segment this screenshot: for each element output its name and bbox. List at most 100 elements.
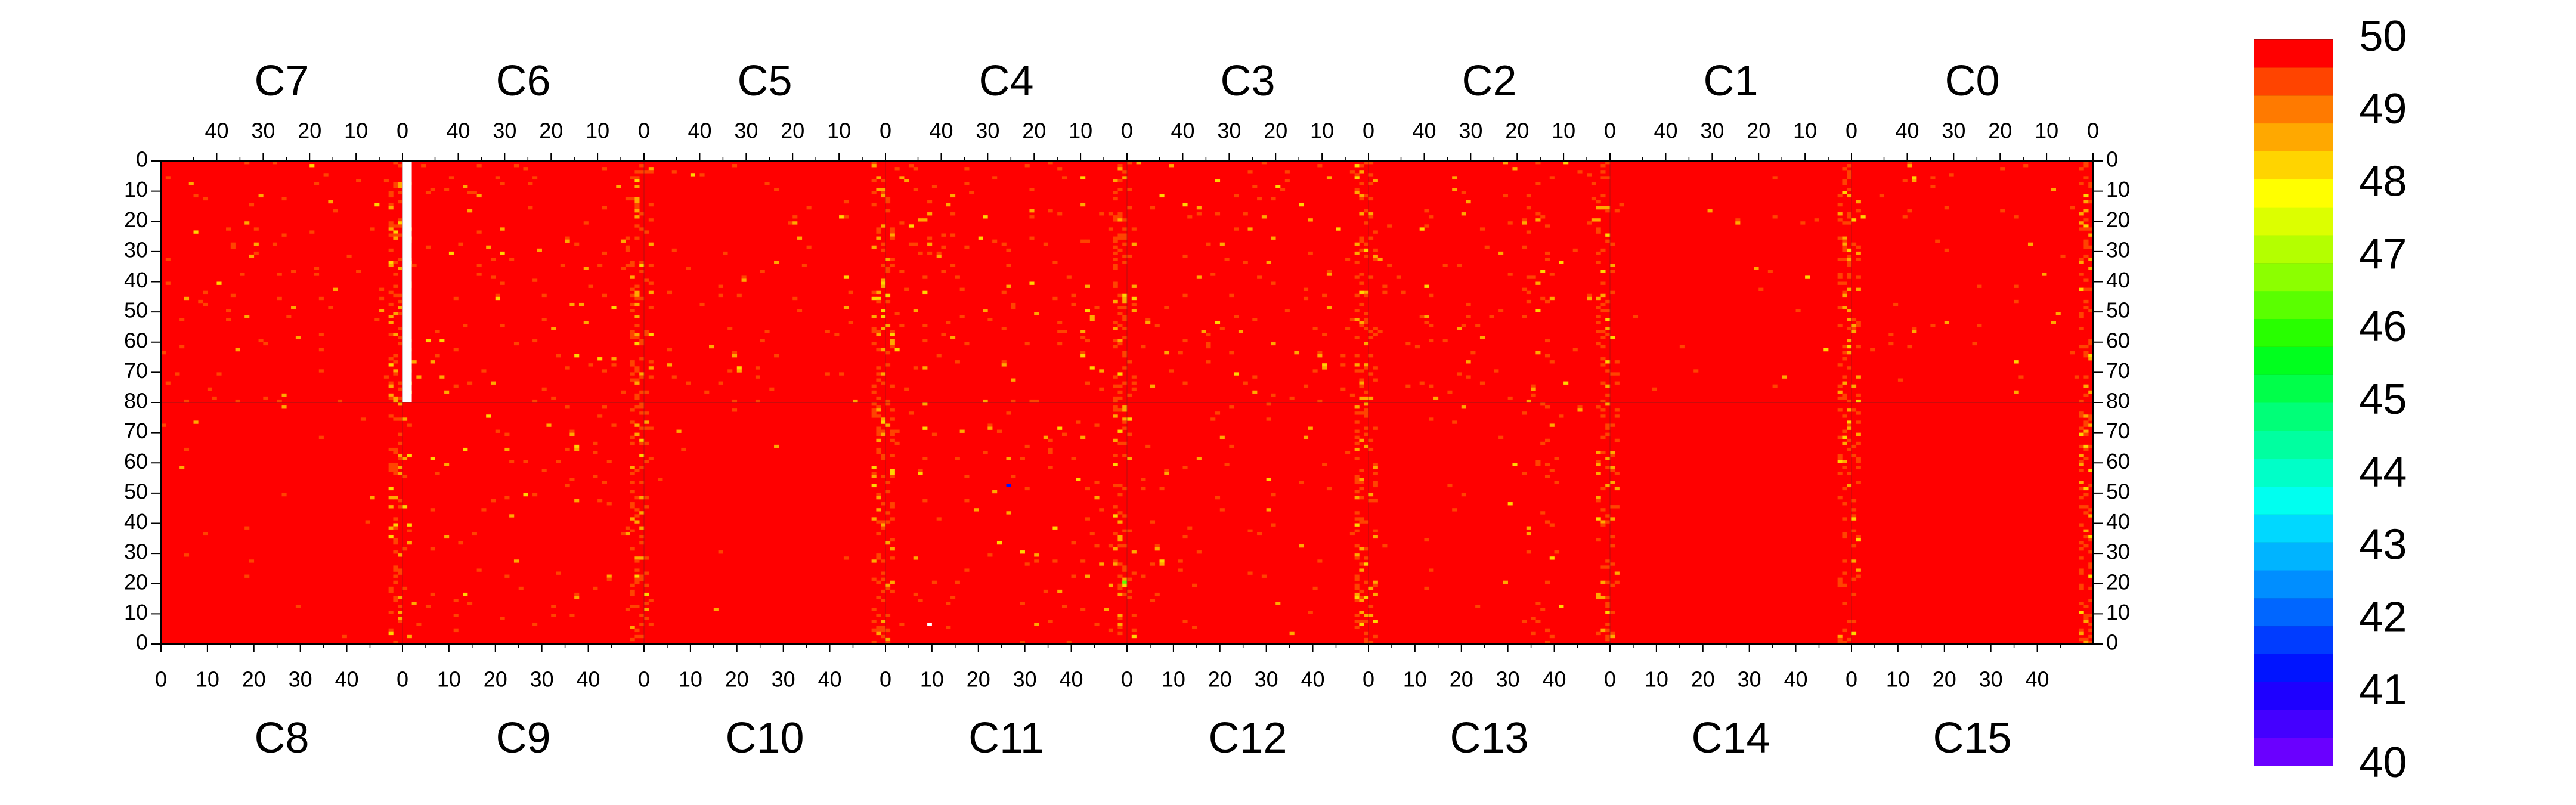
x-tick-label-bottom: 10: [1403, 667, 1427, 692]
x-tick-label-top: 40: [688, 118, 711, 143]
colorbar-segment: [2254, 570, 2333, 599]
x-tick-label-bottom: 20: [242, 667, 266, 692]
x-tick-label-bottom: 30: [1255, 667, 1278, 692]
colorbar-segment: [2254, 402, 2333, 431]
colorbar-segment: [2254, 486, 2333, 515]
x-tick-label-top: 40: [929, 118, 953, 143]
y-tick-label-right: 80: [2106, 389, 2130, 413]
y-tick-label-right: 10: [2106, 177, 2130, 202]
x-tick-label-top: 0: [1604, 118, 1616, 143]
x-tick-label-bottom: 30: [1496, 667, 1520, 692]
x-tick-label-top: 20: [1505, 118, 1529, 143]
x-tick-label-bottom: 30: [1979, 667, 2003, 692]
y-tick-label-left: 20: [124, 569, 148, 594]
x-tick-label-top: 30: [734, 118, 758, 143]
y-tick-label-right: 70: [2106, 358, 2130, 383]
x-tick-label-top: 0: [880, 118, 891, 143]
x-tick-label-bottom: 10: [679, 667, 702, 692]
y-tick-label-left: 10: [124, 600, 148, 624]
y-tick-label-left: 30: [124, 540, 148, 564]
colorbar-segment: [2254, 738, 2333, 766]
colorbar-label: 46: [2359, 303, 2407, 351]
y-tick-label-right: 30: [2106, 237, 2130, 262]
y-tick-label-right: 60: [2106, 328, 2130, 352]
masked-region: [402, 161, 412, 402]
x-tick-label-top: 30: [1217, 118, 1241, 143]
x-tick-label-top: 0: [1121, 118, 1133, 143]
colorbar-segment: [2254, 458, 2333, 487]
colorbar-label: 44: [2359, 448, 2407, 496]
x-tick-label-top: 30: [493, 118, 516, 143]
x-tick-label-top: 10: [1793, 118, 1817, 143]
x-tick-label-top: 0: [397, 118, 408, 143]
y-tick-label-left: 30: [124, 237, 148, 262]
chip-label-top: C4: [979, 57, 1033, 105]
x-tick-label-bottom: 0: [1604, 667, 1616, 692]
chip-label-bottom: C11: [968, 714, 1044, 762]
colorbar-segment: [2254, 682, 2333, 710]
colorbar-segment: [2254, 67, 2333, 96]
y-tick-label-left: 70: [124, 419, 148, 443]
x-tick-label-bottom: 10: [437, 667, 461, 692]
x-tick-label-bottom: 10: [1645, 667, 1668, 692]
colorbar-label: 45: [2359, 376, 2407, 423]
chip-labels-bottom: C8 C9 C10 C11 C12 C13 C14 C15: [254, 714, 2011, 762]
colorbar-segment: [2254, 95, 2333, 124]
x-tick-label-bottom: 30: [1013, 667, 1037, 692]
chip-label-top: C7: [254, 57, 309, 105]
y-tick-label-right: 40: [2106, 268, 2130, 292]
colorbar-label: 48: [2359, 158, 2407, 206]
y-tick-label-left: 60: [124, 328, 148, 352]
colorbar-segment: [2254, 346, 2333, 375]
heatmap-plot-area: [160, 160, 2094, 645]
x-tick-label-bottom: 40: [1301, 667, 1325, 692]
x-tick-label-bottom: 20: [1933, 667, 1956, 692]
colorbar-segment: [2254, 262, 2333, 292]
x-tick-label-top: 10: [827, 118, 851, 143]
x-tick-label-top: 30: [976, 118, 999, 143]
y-tick-label-left: 60: [124, 449, 148, 473]
colorbar-segment: [2254, 654, 2333, 682]
x-tick-label-top: 10: [586, 118, 609, 143]
chip-labels-top: C7 C6 C5 C4 C3 C2 C1 C0: [254, 57, 1999, 105]
y-tick-label-left: 70: [124, 358, 148, 383]
x-tick-label-top: 0: [2087, 118, 2099, 143]
x-tick-label-top: 0: [1846, 118, 1857, 143]
x-tick-label-bottom: 10: [1886, 667, 1910, 692]
chip-label-top: C1: [1703, 57, 1758, 105]
colorbar-label: 43: [2359, 521, 2407, 569]
colorbar-segment: [2254, 430, 2333, 459]
x-tick-label-top: 0: [638, 118, 650, 143]
colorbar-segment: [2254, 290, 2333, 319]
y-tick-label-right: 20: [2106, 569, 2130, 594]
x-tick-label-top: 20: [539, 118, 563, 143]
y-tick-label-right: 40: [2106, 509, 2130, 534]
y-tick-label-right: 70: [2106, 419, 2130, 443]
chip-label-bottom: C9: [496, 714, 550, 762]
x-tick-label-bottom: 40: [1784, 667, 1808, 692]
colorbar-segment: [2254, 151, 2333, 179]
y-tick-label-left: 80: [124, 389, 148, 413]
colorbar-segment: [2254, 710, 2333, 738]
x-tick-label-top: 20: [1264, 118, 1287, 143]
x-tick-label-top: 40: [446, 118, 470, 143]
x-tick-label-bottom: 30: [1738, 667, 1761, 692]
chip-label-bottom: C12: [1208, 714, 1287, 762]
y-tick-label-right: 20: [2106, 208, 2130, 232]
x-tick-label-bottom: 40: [577, 667, 600, 692]
x-tick-label-bottom: 20: [484, 667, 507, 692]
colorbar-segment: [2254, 597, 2333, 627]
y-tick-label-left: 10: [124, 177, 148, 202]
y-tick-label-left: 50: [124, 479, 148, 503]
x-tick-label-bottom: 0: [397, 667, 408, 692]
x-tick-label-top: 30: [1700, 118, 1724, 143]
y-tick-label-right: 10: [2106, 600, 2130, 624]
x-tick-label-top: 0: [1363, 118, 1374, 143]
chip-label-bottom: C10: [725, 714, 804, 762]
x-tick-label-top: 10: [2035, 118, 2058, 143]
x-tick-label-bottom: 30: [289, 667, 312, 692]
colorbar-label: 41: [2359, 666, 2407, 714]
x-tick-label-bottom: 0: [1363, 667, 1374, 692]
colorbar-label: 49: [2359, 85, 2407, 133]
chip-label-top: C0: [1945, 57, 1999, 105]
